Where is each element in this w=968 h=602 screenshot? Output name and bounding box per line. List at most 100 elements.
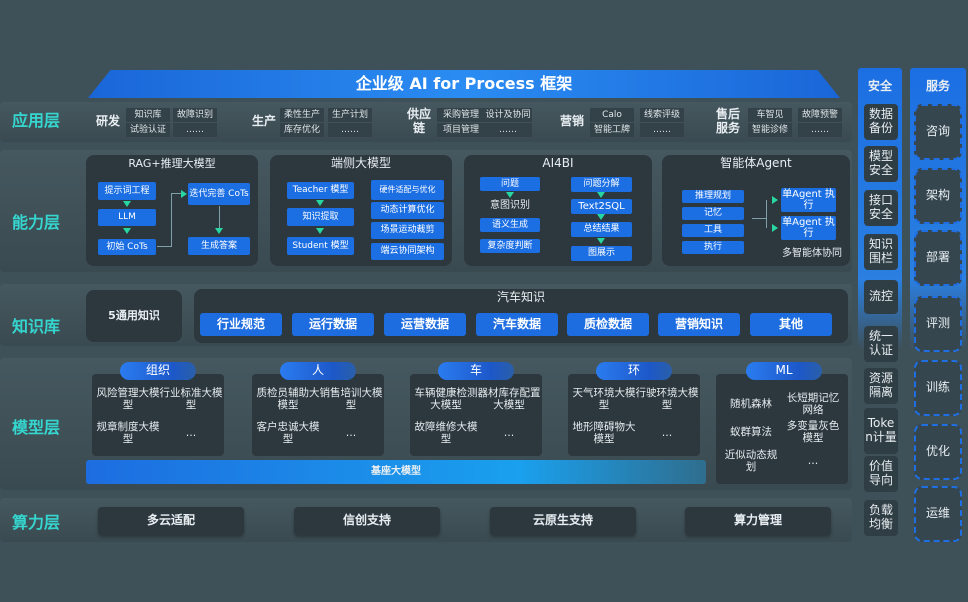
- service-item: 优化: [914, 424, 962, 480]
- ai4bi-step: 问题: [480, 177, 540, 191]
- arrow-down-icon: [597, 214, 605, 220]
- model-item: 行业标准大模型: [159, 386, 223, 411]
- service-item: 咨询: [914, 104, 962, 160]
- security-item: 统一认证: [864, 326, 898, 362]
- agent-executor: 单Agent 执行: [781, 188, 836, 212]
- app-item: 项目管理: [437, 123, 485, 137]
- service-item: 架构: [914, 168, 962, 224]
- app-item: 采购管理: [437, 108, 485, 122]
- model-item: 车辆健康检测大模型: [414, 386, 478, 411]
- ai4bi-step: 问题分解: [571, 177, 632, 192]
- ai4bi-step: 图展示: [571, 246, 632, 261]
- model-item: 随机森林: [730, 397, 772, 410]
- arrow-down-icon: [597, 192, 605, 198]
- compute-item: 多云适配: [98, 507, 244, 535]
- knowledge-chip: 质检数据: [567, 313, 649, 336]
- security-item: 模型安全: [864, 146, 898, 182]
- rag-step: 迭代完善 CoTs: [188, 183, 250, 205]
- model-item: …: [345, 426, 357, 439]
- panel-title: AI4BI: [542, 156, 574, 171]
- arrow-right-icon: [772, 224, 778, 232]
- knowledge-chip: 运营数据: [384, 313, 466, 336]
- model-group-pill: ML: [746, 362, 822, 380]
- app-group-name: 营销: [559, 114, 584, 129]
- app-item: ……: [173, 123, 217, 137]
- model-panel: [568, 374, 700, 456]
- connector-line: [766, 200, 767, 228]
- knowledge-chip: 运行数据: [292, 313, 374, 336]
- model-item: 销售培训大模型: [319, 386, 383, 411]
- arrow-down-icon: [215, 228, 223, 234]
- layer-label-model: 模型层: [12, 418, 61, 437]
- model-item: 客户忠诚大模型: [256, 420, 320, 445]
- knowledge-chip: 行业规范: [200, 313, 282, 336]
- arrow-down-icon: [316, 228, 324, 234]
- model-item: 故障维修大模型: [414, 420, 478, 445]
- model-item: 质检员辅助大模型: [256, 386, 320, 411]
- model-item: 蚁群算法: [730, 425, 772, 438]
- model-panel: [410, 374, 542, 456]
- title-banner: [88, 70, 840, 98]
- rag-step: 生成答案: [188, 237, 250, 255]
- model-item: 规章制度大模型: [96, 420, 160, 445]
- app-item: 生产计划: [328, 108, 372, 122]
- app-item: 库存优化: [280, 123, 324, 137]
- security-item: 数据备份: [864, 104, 898, 140]
- model-item: …: [807, 454, 819, 467]
- model-group-pill: 组织: [120, 362, 196, 380]
- model-group-pill: 环: [596, 362, 672, 380]
- model-item: …: [503, 426, 515, 439]
- model-panel-ml: [716, 374, 848, 484]
- model-panel: [252, 374, 384, 456]
- arrow-right-icon: [772, 196, 778, 204]
- panel-title: 智能体Agent: [720, 156, 792, 171]
- connector-line: [157, 246, 171, 247]
- app-item: ……: [798, 123, 842, 137]
- arrow-down-icon: [123, 201, 131, 207]
- layer-label-knowledge: 知识库: [12, 317, 61, 336]
- general-knowledge: 5通用知识: [86, 290, 182, 342]
- agent-capability: 工具: [682, 224, 744, 237]
- agent-executor: 单Agent 执行: [781, 216, 836, 240]
- edge-step: Student 模型: [287, 237, 354, 255]
- edge-feature: 硬件适配与优化: [371, 180, 444, 200]
- service-item: 运维: [914, 486, 962, 542]
- service-item: 部署: [914, 230, 962, 286]
- agent-capability: 记忆: [682, 207, 744, 220]
- app-item: ……: [328, 123, 372, 137]
- connector-line: [752, 218, 766, 219]
- app-item: ……: [640, 123, 684, 137]
- security-item: Token计量: [864, 408, 898, 454]
- compute-item: 算力管理: [685, 507, 831, 535]
- model-item: …: [661, 426, 673, 439]
- layer-label-compute: 算力层: [12, 513, 61, 532]
- ai4bi-step: 复杂度判断: [480, 239, 540, 253]
- arrow-down-icon: [316, 200, 324, 206]
- layer-label-app: 应用层: [12, 111, 61, 130]
- edge-feature: 动态计算优化: [371, 202, 444, 219]
- base-model-bar: 基座大模型: [86, 460, 706, 484]
- rag-step: 提示词工程: [98, 182, 156, 200]
- model-item: 器材库存配置大模型: [477, 386, 541, 411]
- arrow-down-icon: [123, 228, 131, 234]
- edge-feature: 端云协同架构: [371, 243, 444, 260]
- app-item: Calo: [590, 108, 634, 122]
- app-group-name: 研发: [95, 114, 120, 129]
- connector-line: [171, 193, 181, 194]
- knowledge-chip: 汽车数据: [476, 313, 558, 336]
- app-item: 智能诊修: [748, 123, 792, 137]
- ai4bi-step: 意图识别: [490, 200, 530, 212]
- app-item: 车智见: [748, 108, 792, 122]
- app-item: 设计及协同: [484, 108, 532, 122]
- app-item: 线索评级: [640, 108, 684, 122]
- service-item: 评测: [914, 296, 962, 352]
- app-item: 知识库: [126, 108, 170, 122]
- edge-step: 知识提取: [287, 208, 354, 226]
- app-item: 故障预警: [798, 108, 842, 122]
- security-item: 负载均衡: [864, 500, 898, 536]
- page-title: 企业级 AI for Process 框架: [355, 73, 573, 93]
- arrow-right-icon: [181, 190, 187, 198]
- services-title: 服务: [925, 79, 950, 94]
- edge-feature: 场景运动裁剪: [371, 222, 444, 239]
- app-item: 柔性生产: [280, 108, 324, 122]
